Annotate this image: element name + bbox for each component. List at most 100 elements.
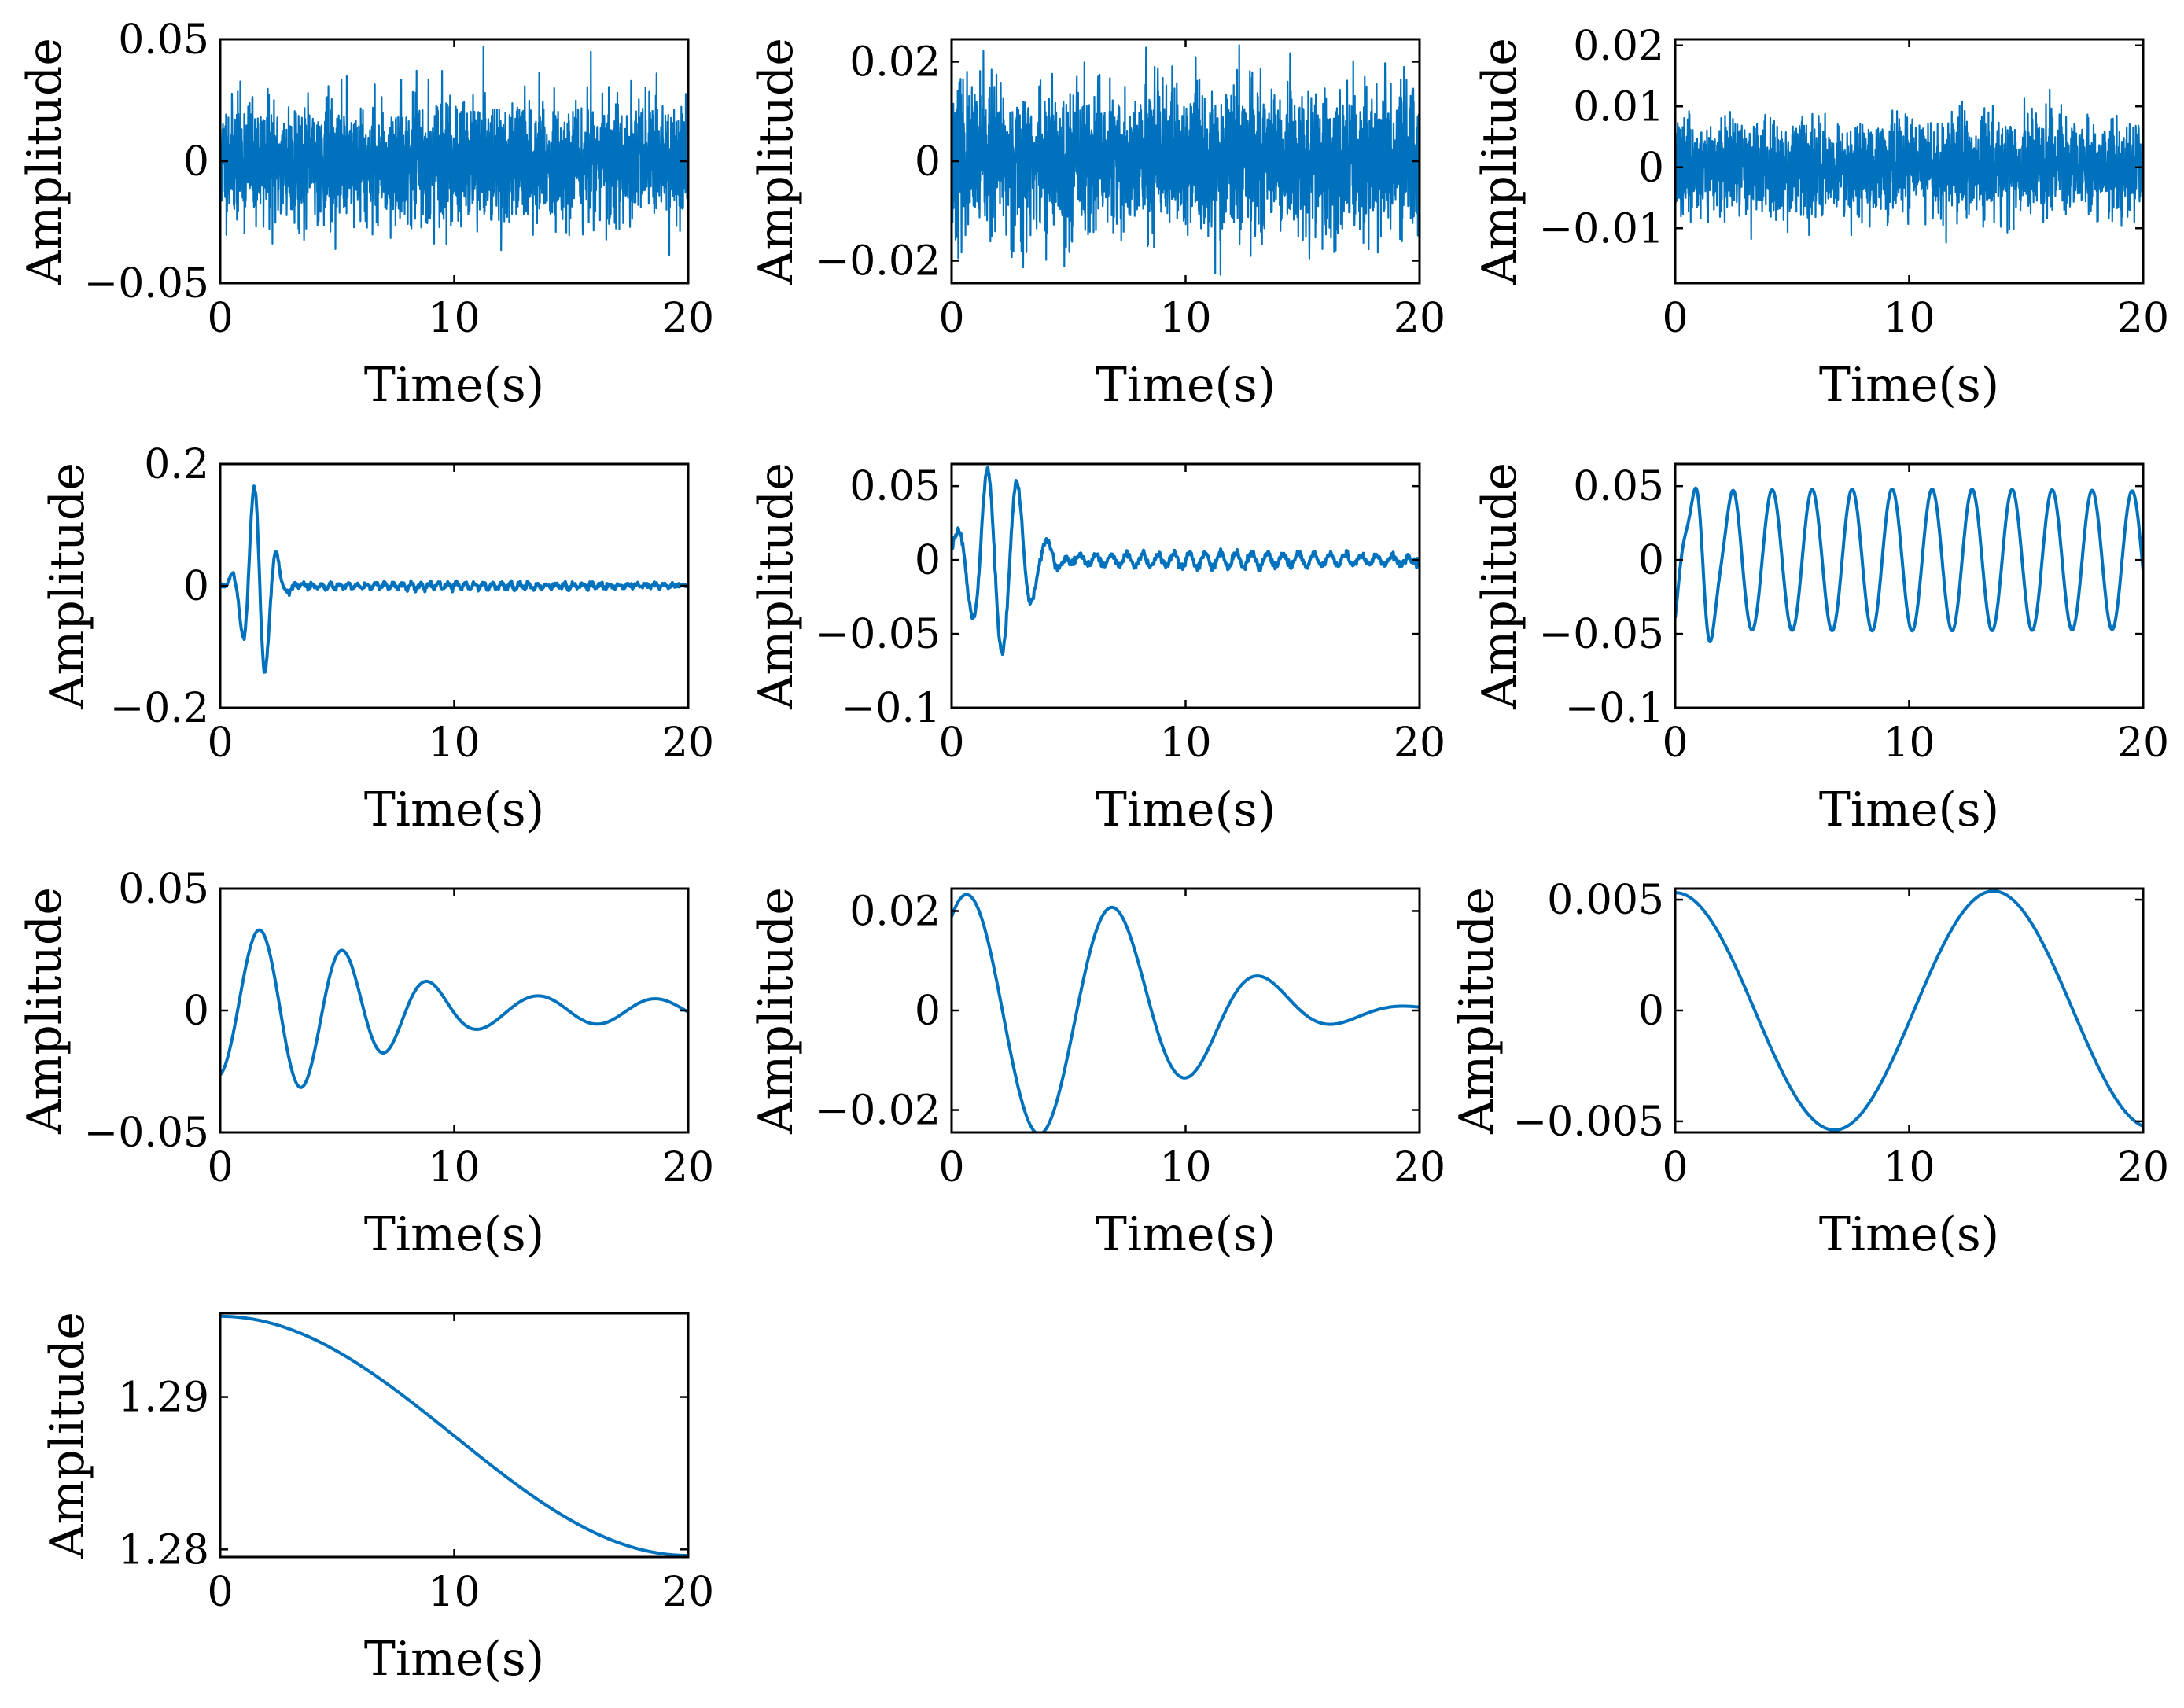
y-tick-label: 0.02 (849, 39, 941, 86)
subplot-6: 0 10 20 −0.1 −0.05 0 0.05 Time(s) Amplitude (1472, 462, 2169, 837)
y-tick-label: −0.01 (1539, 205, 1664, 252)
x-axis-label: Time(s) (364, 1632, 544, 1687)
y-axis-label: Amplitude (749, 38, 804, 285)
y-tick-label: 1.28 (118, 1526, 209, 1574)
x-tick-label: 10 (1159, 295, 1211, 342)
y-tick-label: 0.005 (1547, 877, 1664, 924)
x-tick-label: 20 (1394, 720, 1446, 767)
x-tick-label: 0 (207, 1569, 233, 1616)
x-tick-label: 0 (207, 295, 233, 342)
x-axis-label: Time(s) (364, 358, 544, 413)
x-tick-label: 0 (1662, 1144, 1688, 1191)
x-tick-label: 0 (1662, 720, 1688, 767)
x-tick-label: 10 (428, 1569, 480, 1616)
y-tick-label: 0 (915, 537, 941, 584)
subplot-2: 0 10 20 −0.02 0 0.02 Time(s) Amplitude (749, 38, 1446, 413)
y-tick-label: −0.02 (816, 238, 941, 285)
y-tick-label: −0.02 (816, 1088, 941, 1135)
y-tick-label: 0.05 (118, 866, 209, 913)
y-tick-label: 0 (1638, 145, 1664, 192)
y-axis-label: Amplitude (1449, 887, 1504, 1135)
y-tick-label: 1.29 (118, 1375, 209, 1422)
x-tick-label: 20 (662, 295, 714, 342)
signal-line (1675, 88, 2143, 244)
x-axis-label: Time(s) (1096, 782, 1276, 837)
x-tick-label: 20 (662, 1144, 714, 1191)
x-tick-label: 20 (2117, 720, 2169, 767)
y-axis-label: Amplitude (17, 38, 72, 285)
y-axis-label: Amplitude (749, 887, 804, 1135)
y-tick-label: −0.1 (1565, 685, 1664, 732)
y-tick-label: −0.005 (1513, 1099, 1664, 1146)
signal-line (1675, 486, 2143, 643)
y-axis-label: Amplitude (40, 1312, 95, 1559)
y-tick-label: 0.2 (144, 441, 209, 488)
y-tick-label: −0.05 (1539, 611, 1664, 658)
y-axis-label: Amplitude (1472, 38, 1527, 285)
y-tick-label: 0 (1638, 537, 1664, 584)
x-tick-label: 20 (2117, 295, 2169, 342)
signal-line (952, 466, 1420, 657)
y-axis-label: Amplitude (749, 462, 804, 710)
y-axis-label: Amplitude (1472, 462, 1527, 710)
signal-line (220, 1314, 688, 1557)
x-tick-label: 10 (428, 1144, 480, 1191)
signal-line (952, 44, 1420, 276)
subplot-8: 0 10 20 −0.02 0 0.02 Time(s) Amplitude (749, 887, 1446, 1262)
x-tick-label: 0 (938, 720, 964, 767)
x-axis-label: Time(s) (1096, 1207, 1276, 1262)
y-tick-label: 0 (915, 988, 941, 1035)
signal-line (220, 484, 688, 674)
x-axis-label: Time(s) (1819, 782, 1999, 837)
x-tick-label: 0 (207, 1144, 233, 1191)
x-tick-label: 10 (1159, 720, 1211, 767)
x-axis-label: Time(s) (364, 782, 544, 837)
x-tick-label: 20 (1394, 295, 1446, 342)
signal-line (220, 46, 688, 256)
y-tick-label: −0.05 (84, 1110, 209, 1157)
subplot-3: 0 10 20 −0.01 0 0.01 0.02 Time(s) Amplitude (1472, 23, 2169, 413)
y-tick-label: 0 (183, 988, 209, 1035)
x-axis-label: Time(s) (1096, 358, 1276, 413)
x-tick-label: 10 (1883, 720, 1935, 767)
x-tick-label: 10 (1883, 295, 1935, 342)
y-tick-label: 0.01 (1573, 83, 1664, 131)
x-axis-label: Time(s) (1819, 1207, 1999, 1262)
x-axis-label: Time(s) (364, 1207, 544, 1262)
y-tick-label: 0 (915, 138, 941, 186)
x-tick-label: 0 (1662, 295, 1688, 342)
y-axis-label: Amplitude (40, 462, 95, 710)
x-tick-label: 20 (1394, 1144, 1446, 1191)
x-axis-label: Time(s) (1819, 358, 1999, 413)
x-tick-label: 10 (428, 295, 480, 342)
x-tick-label: 10 (1883, 1144, 1935, 1191)
y-tick-label: −0.05 (84, 260, 209, 307)
x-tick-label: 20 (662, 720, 714, 767)
subplot-5: 0 10 20 −0.1 −0.05 0 0.05 Time(s) Amplitude (749, 462, 1446, 837)
y-axis-label: Amplitude (17, 887, 72, 1135)
y-tick-label: 0.05 (118, 17, 209, 64)
x-tick-label: 10 (428, 720, 480, 767)
x-tick-label: 0 (207, 720, 233, 767)
x-tick-label: 0 (938, 295, 964, 342)
signal-line (1675, 889, 2143, 1132)
signal-line (220, 928, 688, 1089)
y-tick-label: 0.02 (1573, 23, 1664, 70)
y-tick-label: −0.05 (816, 611, 941, 658)
x-tick-label: 20 (2117, 1144, 2169, 1191)
subplot-10: 0 10 20 1.28 1.29 Time(s) Amplitude (40, 1312, 714, 1687)
y-tick-label: −0.1 (842, 685, 941, 732)
y-tick-label: −0.2 (110, 685, 209, 732)
y-tick-label: 0 (1638, 988, 1664, 1035)
y-tick-label: 0.05 (1573, 463, 1664, 510)
signal-line (952, 893, 1420, 1132)
axes-box (950, 462, 1421, 709)
x-tick-label: 20 (662, 1569, 714, 1616)
y-tick-label: 0 (183, 563, 209, 610)
x-tick-label: 0 (938, 1144, 964, 1191)
